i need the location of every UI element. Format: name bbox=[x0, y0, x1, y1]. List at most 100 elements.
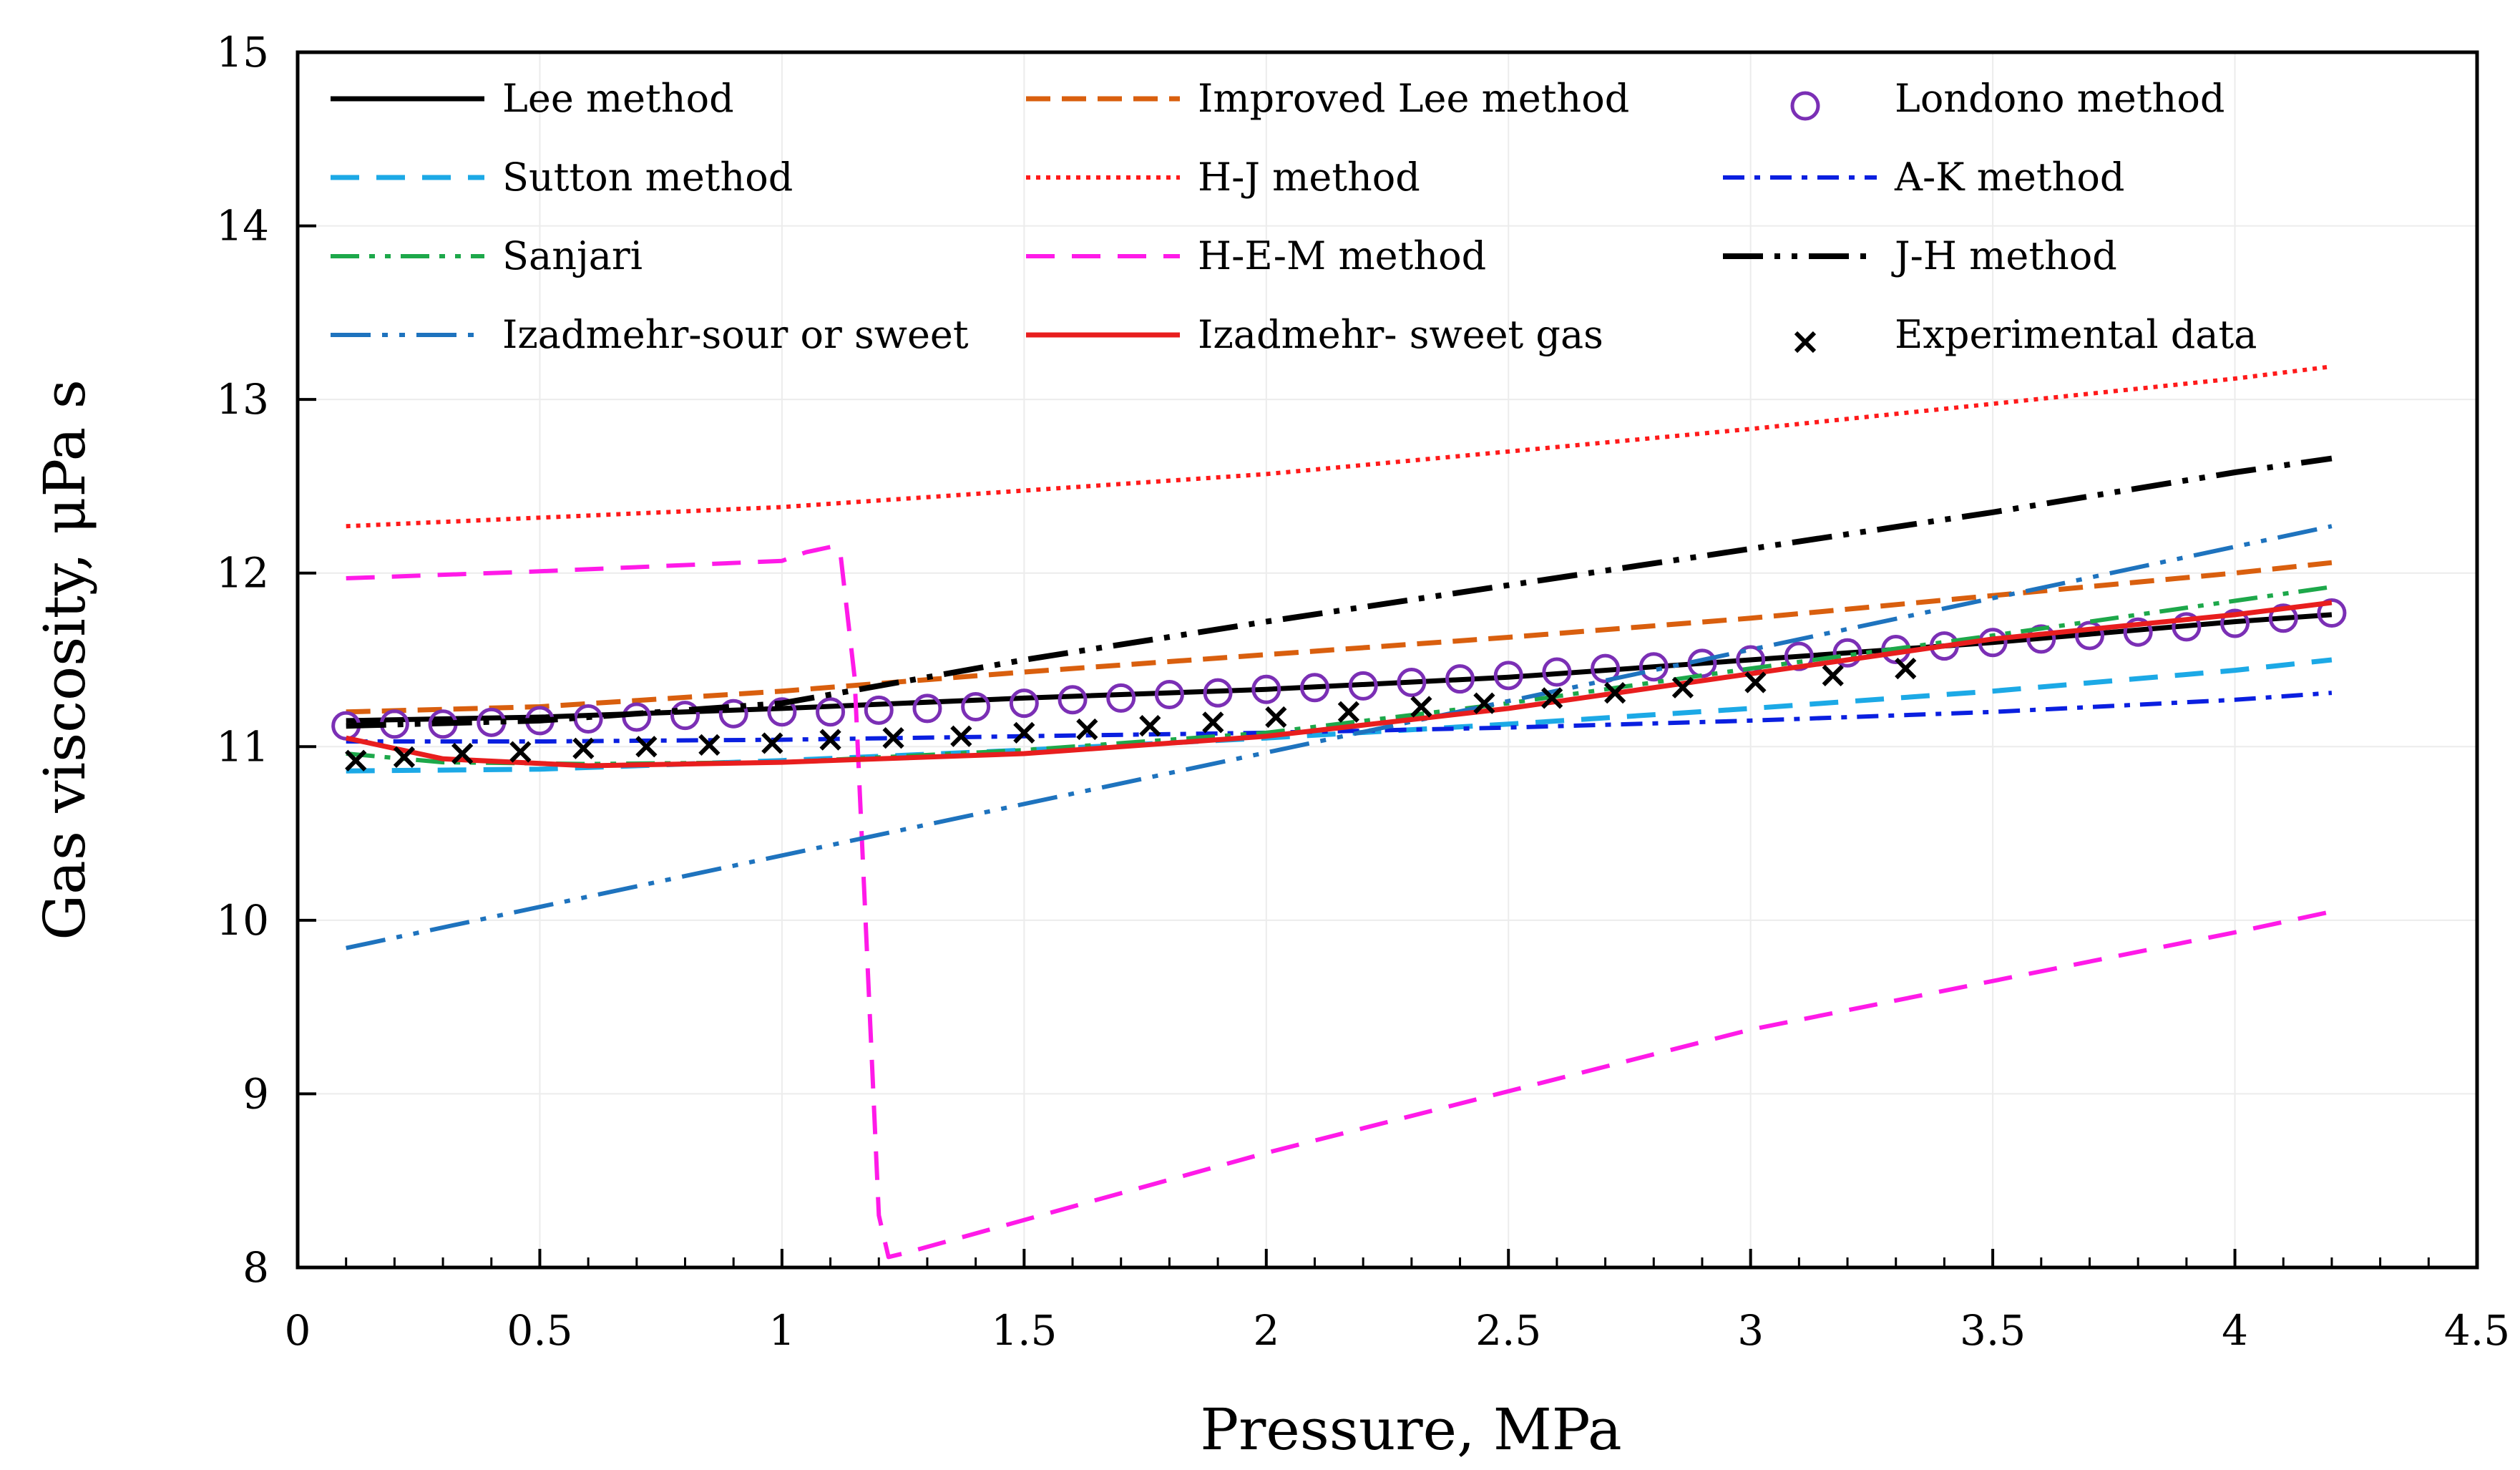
series-line bbox=[346, 545, 2333, 1260]
x-tick-label: 2 bbox=[1253, 1306, 1279, 1355]
data-point bbox=[718, 699, 748, 729]
legend-label: Improved Lee method bbox=[1198, 76, 1629, 121]
series-izadmehr-sweet-gas bbox=[345, 600, 2333, 769]
series-line bbox=[346, 560, 2333, 715]
data-point bbox=[1687, 648, 1717, 678]
series-lee-method bbox=[346, 612, 2333, 724]
data-point bbox=[1106, 683, 1136, 713]
y-tick-label: 8 bbox=[243, 1243, 269, 1292]
data-point bbox=[2172, 612, 2202, 642]
legend-entry: J-H method bbox=[1723, 233, 2117, 278]
data-point bbox=[2074, 620, 2104, 651]
data-point bbox=[1445, 664, 1475, 694]
data-point bbox=[950, 725, 972, 747]
series-sanjari bbox=[346, 585, 2333, 766]
x-tick-label: 4.5 bbox=[2444, 1306, 2510, 1355]
data-point bbox=[1639, 652, 1669, 682]
data-point bbox=[1348, 671, 1378, 701]
data-point bbox=[1058, 685, 1088, 715]
data-point bbox=[670, 701, 700, 731]
x-axis-title: Pressure, MPa bbox=[1200, 1396, 1621, 1463]
legend-entry: Izadmehr- sweet gas bbox=[1026, 312, 1603, 357]
data-point bbox=[1154, 680, 1184, 710]
legend-label: Londono method bbox=[1895, 76, 2224, 121]
data-point bbox=[1591, 653, 1621, 683]
data-point bbox=[1410, 696, 1432, 718]
x-tick-label: 1 bbox=[768, 1306, 795, 1355]
data-point bbox=[1397, 668, 1427, 698]
series-improved-lee-method bbox=[346, 560, 2333, 715]
legend-entry: Experimental data bbox=[1794, 312, 2257, 357]
y-tick-label: 10 bbox=[216, 896, 269, 945]
data-point bbox=[698, 734, 721, 756]
legend-entry: Sanjari bbox=[331, 233, 643, 278]
legend-label: Izadmehr- sweet gas bbox=[1198, 312, 1603, 357]
series-line bbox=[346, 455, 2333, 729]
series-line bbox=[346, 524, 2333, 950]
legend: Lee method Improved Lee method Londono met… bbox=[331, 76, 2257, 357]
legend-entry: H-E-M method bbox=[1026, 233, 1486, 278]
data-point bbox=[1744, 671, 1767, 693]
series-line bbox=[346, 364, 2333, 529]
legend-marker bbox=[1794, 331, 1817, 354]
legend-label: H-E-M method bbox=[1198, 233, 1486, 278]
data-point bbox=[2026, 624, 2056, 654]
legend-label: Sanjari bbox=[502, 233, 643, 278]
data-point bbox=[1251, 674, 1281, 704]
x-tick-label: 4 bbox=[2222, 1306, 2248, 1355]
x-tick-label: 2.5 bbox=[1475, 1306, 1541, 1355]
data-point bbox=[345, 749, 367, 771]
x-tick-label: 1.5 bbox=[991, 1306, 1057, 1355]
data-point bbox=[1671, 676, 1694, 699]
data-point bbox=[819, 729, 841, 751]
legend-label: Experimental data bbox=[1895, 312, 2257, 357]
y-axis-title: Gas viscosity, μPa s bbox=[31, 379, 98, 940]
series-line bbox=[346, 691, 2333, 744]
data-point bbox=[1009, 688, 1039, 719]
series-j-h-method bbox=[346, 455, 2333, 729]
legend-entry: Sutton method bbox=[331, 155, 793, 200]
data-point bbox=[761, 732, 783, 754]
plot-frame bbox=[296, 50, 2479, 1270]
data-point bbox=[451, 742, 474, 765]
data-point bbox=[1822, 664, 1844, 686]
data-point bbox=[635, 736, 658, 758]
legend-entry: H-J method bbox=[1026, 155, 1420, 200]
data-point bbox=[1265, 706, 1287, 729]
data-point bbox=[1493, 661, 1523, 691]
series-line bbox=[346, 585, 2333, 766]
data-point bbox=[1473, 692, 1495, 714]
data-point bbox=[393, 746, 416, 768]
plot-area bbox=[331, 364, 2347, 1260]
data-point bbox=[1337, 701, 1359, 723]
data-point bbox=[2123, 617, 2153, 647]
y-tick-label: 12 bbox=[216, 549, 269, 598]
y-tick-label: 9 bbox=[243, 1069, 269, 1118]
data-point bbox=[2268, 603, 2298, 633]
data-point bbox=[572, 737, 595, 759]
series-line bbox=[346, 612, 2333, 724]
legend-entry: A-K method bbox=[1723, 155, 2124, 200]
series-izadmehr-sour-or-sweet bbox=[346, 524, 2333, 950]
axis-ticks: 0 0.5 1 1.5 2 2.5 3 3.5 4 4.5 8 9 10 11 12 13 14 15 bbox=[216, 28, 2510, 1355]
x-tick-label: 0.5 bbox=[507, 1306, 572, 1355]
x-tick-label: 0 bbox=[285, 1306, 311, 1355]
series-h-j-method bbox=[346, 364, 2333, 529]
data-point bbox=[2317, 598, 2347, 628]
data-point bbox=[1299, 673, 1329, 703]
data-point bbox=[573, 704, 603, 734]
data-point bbox=[882, 727, 904, 749]
data-point bbox=[961, 691, 991, 721]
data-point bbox=[912, 693, 942, 724]
data-point bbox=[767, 697, 797, 727]
y-tick-label: 11 bbox=[216, 722, 269, 771]
data-point bbox=[1604, 681, 1626, 704]
data-point bbox=[2220, 608, 2250, 638]
data-point bbox=[509, 741, 532, 763]
y-tick-label: 13 bbox=[216, 375, 269, 424]
series-a-k-method bbox=[346, 691, 2333, 744]
data-point bbox=[1895, 658, 1917, 680]
series-experimental-data bbox=[345, 658, 1917, 771]
grid-lines bbox=[298, 52, 2477, 1267]
legend-label: J-H method bbox=[1891, 233, 2117, 278]
